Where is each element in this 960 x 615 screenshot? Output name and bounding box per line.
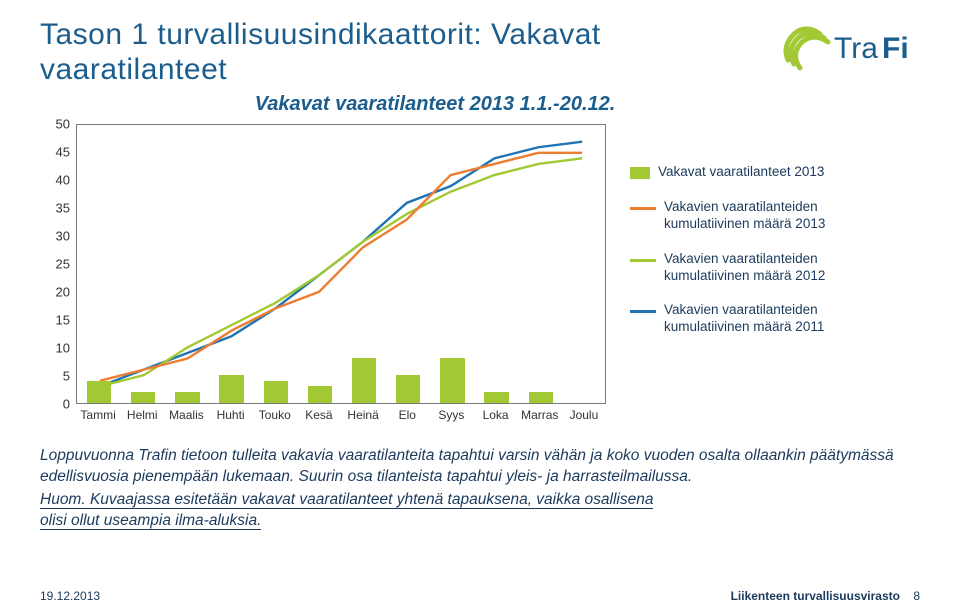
- page-title: Tason 1 turvallisuusindikaattorit: Vakav…: [40, 18, 680, 87]
- legend-label: Vakavat vaaratilanteet 2013: [658, 164, 878, 181]
- x-label: Heinä: [347, 408, 378, 422]
- legend-swatch: [630, 259, 656, 262]
- legend-item: Vakavien vaaratilanteiden kumulatiivinen…: [630, 302, 878, 336]
- title-line-1: Tason 1 turvallisuusindikaattorit: Vakav…: [40, 18, 601, 51]
- line-series-2011: [100, 142, 582, 387]
- chart-title: Vakavat vaaratilanteet 2013 1.1.-20.12.: [0, 93, 920, 116]
- x-label: Marras: [521, 408, 558, 422]
- svg-text:Tra: Tra: [834, 32, 878, 65]
- y-tick: 45: [40, 145, 70, 160]
- y-tick: 5: [40, 369, 70, 384]
- bar: [440, 358, 464, 403]
- chart-legend: Vakavat vaaratilanteet 2013 Vakavien vaar…: [630, 164, 878, 354]
- x-label: Loka: [483, 408, 509, 422]
- bar: [264, 381, 288, 403]
- legend-swatch: [630, 310, 656, 313]
- x-label: Syys: [438, 408, 464, 422]
- y-tick: 35: [40, 201, 70, 216]
- y-tick: 20: [40, 285, 70, 300]
- x-label: Huhti: [217, 408, 245, 422]
- chart-lines: [77, 125, 605, 403]
- line-series-2013: [100, 153, 582, 381]
- trafi-logo: Tra Fi: [776, 20, 926, 75]
- footer-page: 8: [913, 589, 920, 603]
- bar: [219, 375, 243, 403]
- bar: [484, 392, 508, 403]
- legend-swatch: [630, 207, 656, 210]
- legend-label: Vakavien vaaratilanteiden kumulatiivinen…: [664, 302, 878, 336]
- line-series-2012: [100, 158, 582, 386]
- footer-date: 19.12.2013: [40, 589, 100, 603]
- y-tick: 0: [40, 397, 70, 412]
- header: Tason 1 turvallisuusindikaattorit: Vakav…: [40, 18, 920, 87]
- x-label: Maalis: [169, 408, 204, 422]
- legend-item: Vakavien vaaratilanteiden kumulatiivinen…: [630, 199, 878, 233]
- footer-org: Liikenteen turvallisuusvirasto: [731, 589, 900, 603]
- y-tick: 10: [40, 341, 70, 356]
- y-tick: 30: [40, 229, 70, 244]
- x-label: Kesä: [305, 408, 332, 422]
- x-label: Helmi: [127, 408, 158, 422]
- title-line-2: vaaratilanteet: [40, 53, 227, 86]
- x-axis-labels: Tammi Helmi Maalis Huhti Touko Kesä Heinä Elo Sy…: [76, 408, 606, 432]
- y-tick: 25: [40, 257, 70, 272]
- legend-label: Vakavien vaaratilanteiden kumulatiivinen…: [664, 251, 878, 285]
- paragraph-2b: olisi ollut useampia ilma-aluksia.: [40, 512, 261, 530]
- bar: [175, 392, 199, 403]
- x-label: Touko: [259, 408, 291, 422]
- paragraph-2a: Huom. Kuvaajassa esitetään vakavat vaara…: [40, 491, 653, 509]
- chart: 05101520253035404550 TammiHelmiMaalisHuh…: [40, 124, 880, 434]
- x-label: Joulu: [570, 408, 599, 422]
- y-tick: 40: [40, 173, 70, 188]
- x-label: Tammi: [80, 408, 115, 422]
- footer-right: Liikenteen turvallisuusvirasto 8: [731, 589, 920, 603]
- y-tick: 15: [40, 313, 70, 328]
- legend-swatch: [630, 167, 650, 179]
- x-label: Elo: [399, 408, 416, 422]
- svg-text:Fi: Fi: [882, 32, 909, 65]
- chart-plot-area: [76, 124, 606, 404]
- body-text: Loppuvuonna Trafin tietoon tulleita vaka…: [40, 446, 920, 532]
- y-axis-ticks: 05101520253035404550: [40, 124, 76, 404]
- bar: [352, 358, 376, 403]
- legend-label: Vakavien vaaratilanteiden kumulatiivinen…: [664, 199, 878, 233]
- legend-item: Vakavat vaaratilanteet 2013: [630, 164, 878, 181]
- bar: [529, 392, 553, 403]
- paragraph-1: Loppuvuonna Trafin tietoon tulleita vaka…: [40, 446, 920, 488]
- bar: [308, 386, 332, 403]
- legend-item: Vakavien vaaratilanteiden kumulatiivinen…: [630, 251, 878, 285]
- bar: [396, 375, 420, 403]
- y-tick: 50: [40, 117, 70, 132]
- bar: [87, 381, 111, 403]
- bar: [131, 392, 155, 403]
